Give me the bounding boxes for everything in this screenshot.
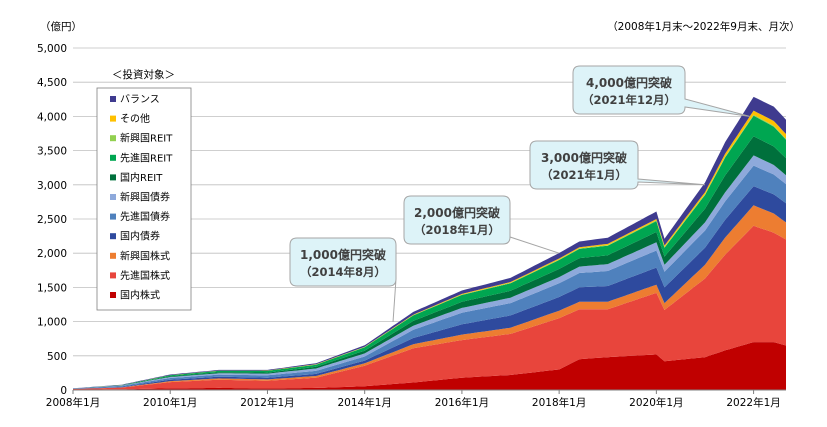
callout-title: 1,000億円突破 <box>300 247 386 262</box>
y-tick-label: 3,000 <box>37 180 67 192</box>
x-tick-label: 2018年1月 <box>532 396 586 409</box>
callout-date: （2021年1月） <box>541 168 627 182</box>
callout-title: 3,000億円突破 <box>541 150 627 165</box>
callout-bubble <box>289 237 397 322</box>
legend-label: 新興国REIT <box>120 132 173 145</box>
legend-label: 国内債券 <box>120 230 160 243</box>
area-series <box>73 342 786 390</box>
legend-swatch <box>110 292 116 298</box>
legend-swatch <box>110 213 116 220</box>
legend-label: 先進国REIT <box>120 152 173 164</box>
legend-label: 先進国債券 <box>120 210 170 223</box>
legend-swatch <box>110 154 116 161</box>
x-tick-label: 2014年1月 <box>337 396 391 409</box>
x-tick-label: 2010年1月 <box>143 396 197 409</box>
callout-date: （2018年1月） <box>414 223 500 237</box>
callout: 2,000億円突破 （2018年1月） <box>403 195 560 254</box>
callout: 1,000億円突破 （2014年8月） <box>289 237 397 322</box>
y-tick-label: 5,000 <box>37 43 67 55</box>
callout-date: （2021年12月） <box>582 93 676 107</box>
legend-label: 先進国株式 <box>120 269 170 282</box>
legend-swatch <box>110 135 116 142</box>
callout-bubble <box>572 65 750 117</box>
callout-title: 4,000億円突破 <box>586 75 672 90</box>
y-tick-label: 500 <box>47 351 67 363</box>
axes: 0 500 1,000 1,500 2,000 2,500 3,000 3,500 4,000 4… <box>37 20 800 409</box>
callout: 3,000億円突破 （2021年1月） <box>529 140 706 190</box>
legend-label: バランス <box>120 94 160 106</box>
x-tick-label: 2012年1月 <box>240 396 294 409</box>
legend-label: その他 <box>120 112 150 125</box>
area-series <box>73 186 786 389</box>
area-series <box>73 225 786 390</box>
period-note: （2008年1月末～2022年9月末、月次） <box>607 20 800 33</box>
legend-title: ＜投資対象＞ <box>112 68 175 81</box>
x-tick-label: 2016年1月 <box>435 396 489 409</box>
y-tick-label: 1,500 <box>37 282 67 294</box>
legend-swatch <box>110 115 116 122</box>
y-tick-label: 4,000 <box>37 111 67 123</box>
legend-swatch <box>110 233 116 240</box>
callouts: 1,000億円突破 （2014年8月） 2,000億円突破 （2018年1月） 3,00… <box>289 65 750 322</box>
y-tick-label: 4,500 <box>37 77 67 89</box>
callout: 4,000億円突破 （2021年12月） <box>572 65 750 117</box>
legend-label: 新興国株式 <box>120 249 170 262</box>
callout-bubble <box>529 140 706 190</box>
legend-label: 国内株式 <box>120 289 160 302</box>
callout-bubble <box>403 195 560 254</box>
legend-swatch <box>110 96 116 102</box>
legend-swatch <box>110 194 116 200</box>
y-tick-label: 2,000 <box>37 248 67 260</box>
x-tick-label: 2022年1月 <box>726 396 780 409</box>
x-tick-label: 2020年1月 <box>629 396 683 409</box>
legend-swatch <box>110 252 116 259</box>
y-tick-label: 1,000 <box>37 317 67 329</box>
y-unit-label: （億円） <box>40 20 82 33</box>
area-series <box>73 205 786 389</box>
y-tick-label: 0 <box>60 385 67 397</box>
y-tick-label: 3,500 <box>37 146 67 158</box>
legend-label: 国内REIT <box>120 171 163 184</box>
legend-label: 新興国債券 <box>120 191 170 204</box>
callout-date: （2014年8月） <box>300 265 386 279</box>
legend-swatch <box>110 272 116 279</box>
y-tick-label: 2,500 <box>37 214 67 226</box>
callout-title: 2,000億円突破 <box>414 205 500 220</box>
x-tick-label: 2008年1月 <box>46 396 100 409</box>
legend-swatch <box>110 174 116 181</box>
area-series-group <box>73 96 786 390</box>
